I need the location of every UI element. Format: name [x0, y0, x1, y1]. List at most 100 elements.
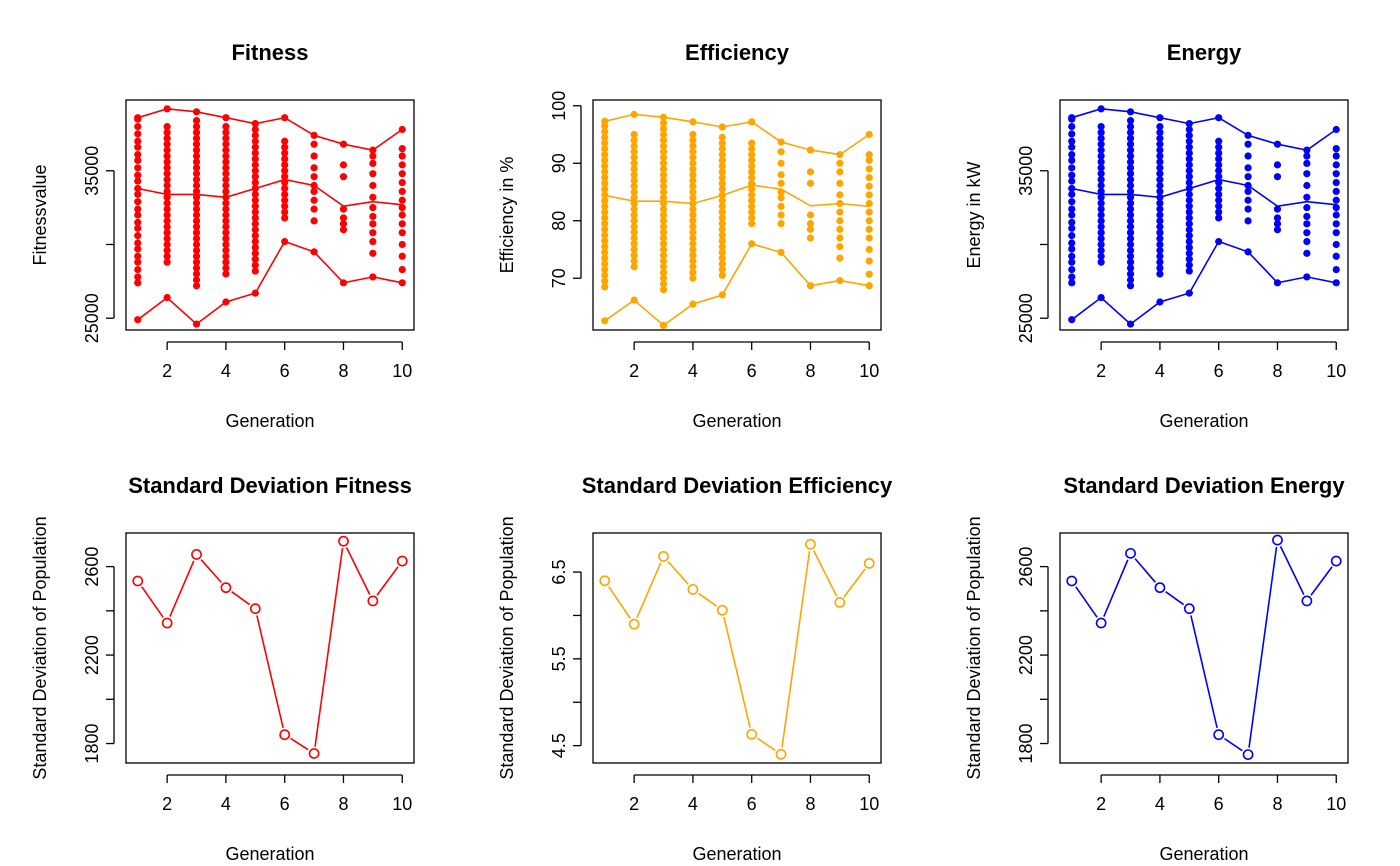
- data-point: [339, 205, 348, 213]
- series-point-max: [1126, 108, 1135, 116]
- data-point: [630, 245, 638, 254]
- series-point-min: [659, 321, 668, 329]
- data-point: [251, 226, 259, 234]
- data-point: [1303, 212, 1311, 221]
- data-point: [659, 286, 668, 294]
- chart-panel-5: Standard Deviation Efficiency 2 4 6 8 10 Gener…: [497, 473, 893, 864]
- series-point-min: [1126, 320, 1135, 328]
- data-point: [1068, 190, 1076, 198]
- data-point: [718, 254, 726, 262]
- data-point: [689, 228, 697, 236]
- data-point: [1125, 547, 1136, 559]
- data-point: [1303, 181, 1311, 190]
- data-point: [630, 234, 638, 242]
- data-point: [1215, 149, 1223, 157]
- series-point-min: [1273, 279, 1282, 287]
- data-point: [222, 187, 230, 196]
- data-point: [630, 240, 638, 248]
- data-point: [1156, 152, 1164, 160]
- data-point: [689, 217, 697, 225]
- series-point-min: [1303, 273, 1311, 281]
- data-point: [222, 152, 230, 160]
- data-point: [601, 162, 609, 170]
- data-point: [716, 604, 728, 616]
- data-point: [1068, 198, 1076, 206]
- data-point: [659, 280, 668, 288]
- data-point: [689, 194, 697, 202]
- data-point: [836, 179, 844, 187]
- data-point: [601, 197, 609, 205]
- data-point: [1185, 178, 1193, 187]
- data-point: [1126, 258, 1135, 266]
- data-point: [689, 263, 697, 271]
- series-point-max: [836, 151, 844, 159]
- data-point: [1303, 229, 1311, 237]
- data-point: [1185, 167, 1193, 175]
- data-point: [630, 199, 638, 208]
- series-segment: [812, 550, 838, 597]
- data-point: [1303, 152, 1311, 160]
- data-point: [1097, 146, 1105, 154]
- data-point: [777, 171, 785, 179]
- series-point-max: [1244, 131, 1252, 139]
- data-point: [281, 214, 289, 222]
- data-point: [398, 240, 406, 249]
- series-point-min: [339, 279, 348, 287]
- data-point: [192, 217, 201, 225]
- data-point: [1156, 246, 1164, 254]
- series-segment: [1134, 558, 1156, 583]
- data-point: [630, 142, 638, 150]
- x-tick-label: 8: [805, 361, 815, 381]
- data-point: [339, 161, 348, 169]
- y-axis-label: Standard Deviation of Population: [30, 516, 50, 779]
- data-point: [689, 130, 697, 139]
- series-point-max: [1097, 105, 1105, 113]
- data-point: [369, 193, 377, 201]
- x-tick-label: 6: [280, 794, 290, 814]
- x-tick-label: 2: [629, 794, 639, 814]
- data-point: [281, 196, 289, 204]
- data-point: [1126, 181, 1135, 190]
- data-point: [310, 164, 318, 172]
- data-point: [251, 261, 259, 269]
- x-axis-label: Generation: [692, 844, 781, 864]
- series-line-mean: [604, 184, 870, 208]
- series-segment: [667, 561, 689, 585]
- series-segment: [345, 547, 371, 595]
- data-point: [396, 555, 408, 567]
- series-point-min: [163, 293, 171, 302]
- data-point: [1097, 164, 1105, 172]
- data-point: [1126, 158, 1135, 166]
- data-point: [310, 217, 318, 225]
- series-point-max: [310, 131, 318, 139]
- series-point-min: [630, 296, 638, 304]
- data-point: [1156, 164, 1164, 172]
- series-segment: [376, 566, 399, 596]
- data-point: [659, 165, 668, 173]
- data-point: [836, 217, 844, 225]
- series-segment: [290, 737, 309, 751]
- data-point: [369, 220, 377, 228]
- y-tick-label: 100: [549, 91, 569, 121]
- data-point: [1126, 152, 1135, 160]
- data-point: [163, 122, 171, 131]
- data-point: [1097, 140, 1105, 148]
- data-point: [251, 155, 259, 163]
- chart-title: Fitness: [231, 40, 308, 65]
- data-point: [163, 140, 171, 148]
- series-line-min: [604, 242, 870, 327]
- data-point: [689, 251, 697, 259]
- series-segment: [314, 548, 344, 747]
- data-point: [1156, 199, 1164, 207]
- data-point: [251, 202, 259, 210]
- data-point: [251, 190, 259, 198]
- data-point: [718, 133, 726, 141]
- data-point: [659, 228, 668, 236]
- data-point: [689, 136, 697, 144]
- plot-frame: [592, 99, 882, 331]
- y-tick-label: 1800: [82, 724, 102, 764]
- data-point: [836, 199, 844, 208]
- data-point: [601, 191, 609, 199]
- data-point: [601, 243, 609, 251]
- data-point: [251, 125, 259, 134]
